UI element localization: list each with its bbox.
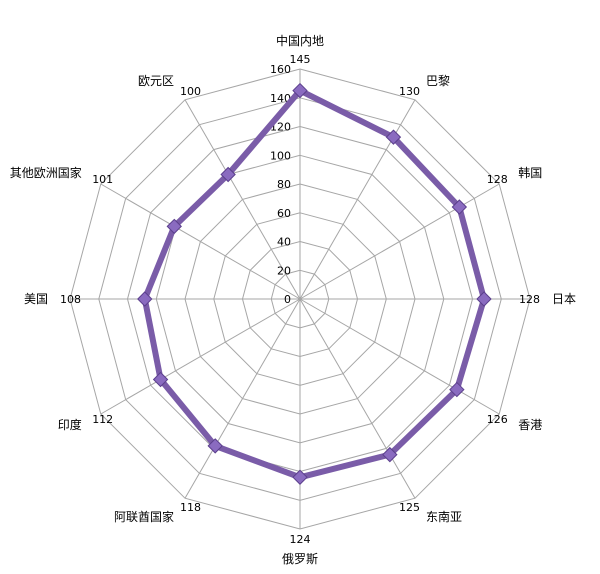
- data-value-label: 101: [92, 173, 113, 186]
- data-point-marker: [385, 129, 402, 145]
- radial-tick-label: 140: [270, 92, 291, 105]
- radial-tick-label: 160: [270, 63, 291, 76]
- data-value-label: 128: [487, 173, 508, 186]
- category-label: 欧元区: [138, 74, 174, 88]
- data-point-marker: [476, 291, 492, 307]
- radial-tick-label: 80: [277, 178, 291, 191]
- radial-tick-label: 60: [277, 207, 291, 220]
- category-label: 俄罗斯: [282, 552, 318, 566]
- data-value-label: 145: [290, 53, 311, 66]
- series-line: [141, 87, 487, 481]
- category-label: 阿联酋国家: [114, 509, 174, 524]
- data-value-label: 128: [519, 293, 540, 306]
- category-labels: 145 130 128 128 126 125 124 118 112 108 101 100 中国内地…: [10, 33, 576, 566]
- axis-spoke: [100, 183, 301, 300]
- series-layer: [137, 82, 492, 485]
- data-point-marker: [292, 82, 308, 99]
- data-value-label: 100: [180, 85, 201, 98]
- data-value-label: 124: [290, 533, 311, 546]
- category-label: 香港: [518, 418, 542, 432]
- data-value-label: 130: [399, 85, 420, 98]
- axis-spoke: [100, 298, 301, 415]
- axis-spoke: [299, 298, 416, 499]
- data-point-marker: [292, 469, 308, 485]
- axis-spoke: [299, 99, 416, 300]
- category-label: 其他欧洲国家: [10, 165, 82, 180]
- axis-spoke: [299, 183, 500, 300]
- category-label: 美国: [24, 292, 48, 306]
- axis-spoke: [184, 99, 301, 300]
- radial-tick-label: 0: [284, 293, 291, 306]
- category-label: 巴黎: [426, 74, 450, 88]
- data-point-marker: [382, 446, 398, 463]
- data-value-label: 126: [487, 413, 508, 426]
- data-point-marker: [220, 166, 236, 183]
- data-value-label: 108: [60, 293, 81, 306]
- radial-tick-label: 100: [270, 149, 291, 162]
- radial-tick-label: 40: [277, 236, 291, 249]
- category-label: 东南亚: [426, 509, 462, 524]
- axis-spoke: [184, 298, 301, 499]
- axis-spoke: [299, 298, 500, 415]
- data-point-marker: [152, 371, 169, 388]
- data-point-marker: [137, 291, 153, 307]
- data-value-label: 118: [180, 501, 201, 514]
- data-point-marker: [449, 381, 465, 398]
- data-point-marker: [207, 438, 223, 454]
- data-point-marker: [166, 218, 182, 235]
- data-value-label: 125: [399, 501, 420, 514]
- category-label: 韩国: [518, 165, 542, 180]
- radial-tick-label: 20: [277, 264, 291, 277]
- data-point-marker: [451, 199, 468, 215]
- category-label: 中国内地: [276, 33, 324, 48]
- category-label: 日本: [552, 292, 576, 306]
- data-value-label: 112: [92, 413, 113, 426]
- category-label: 印度: [58, 417, 82, 432]
